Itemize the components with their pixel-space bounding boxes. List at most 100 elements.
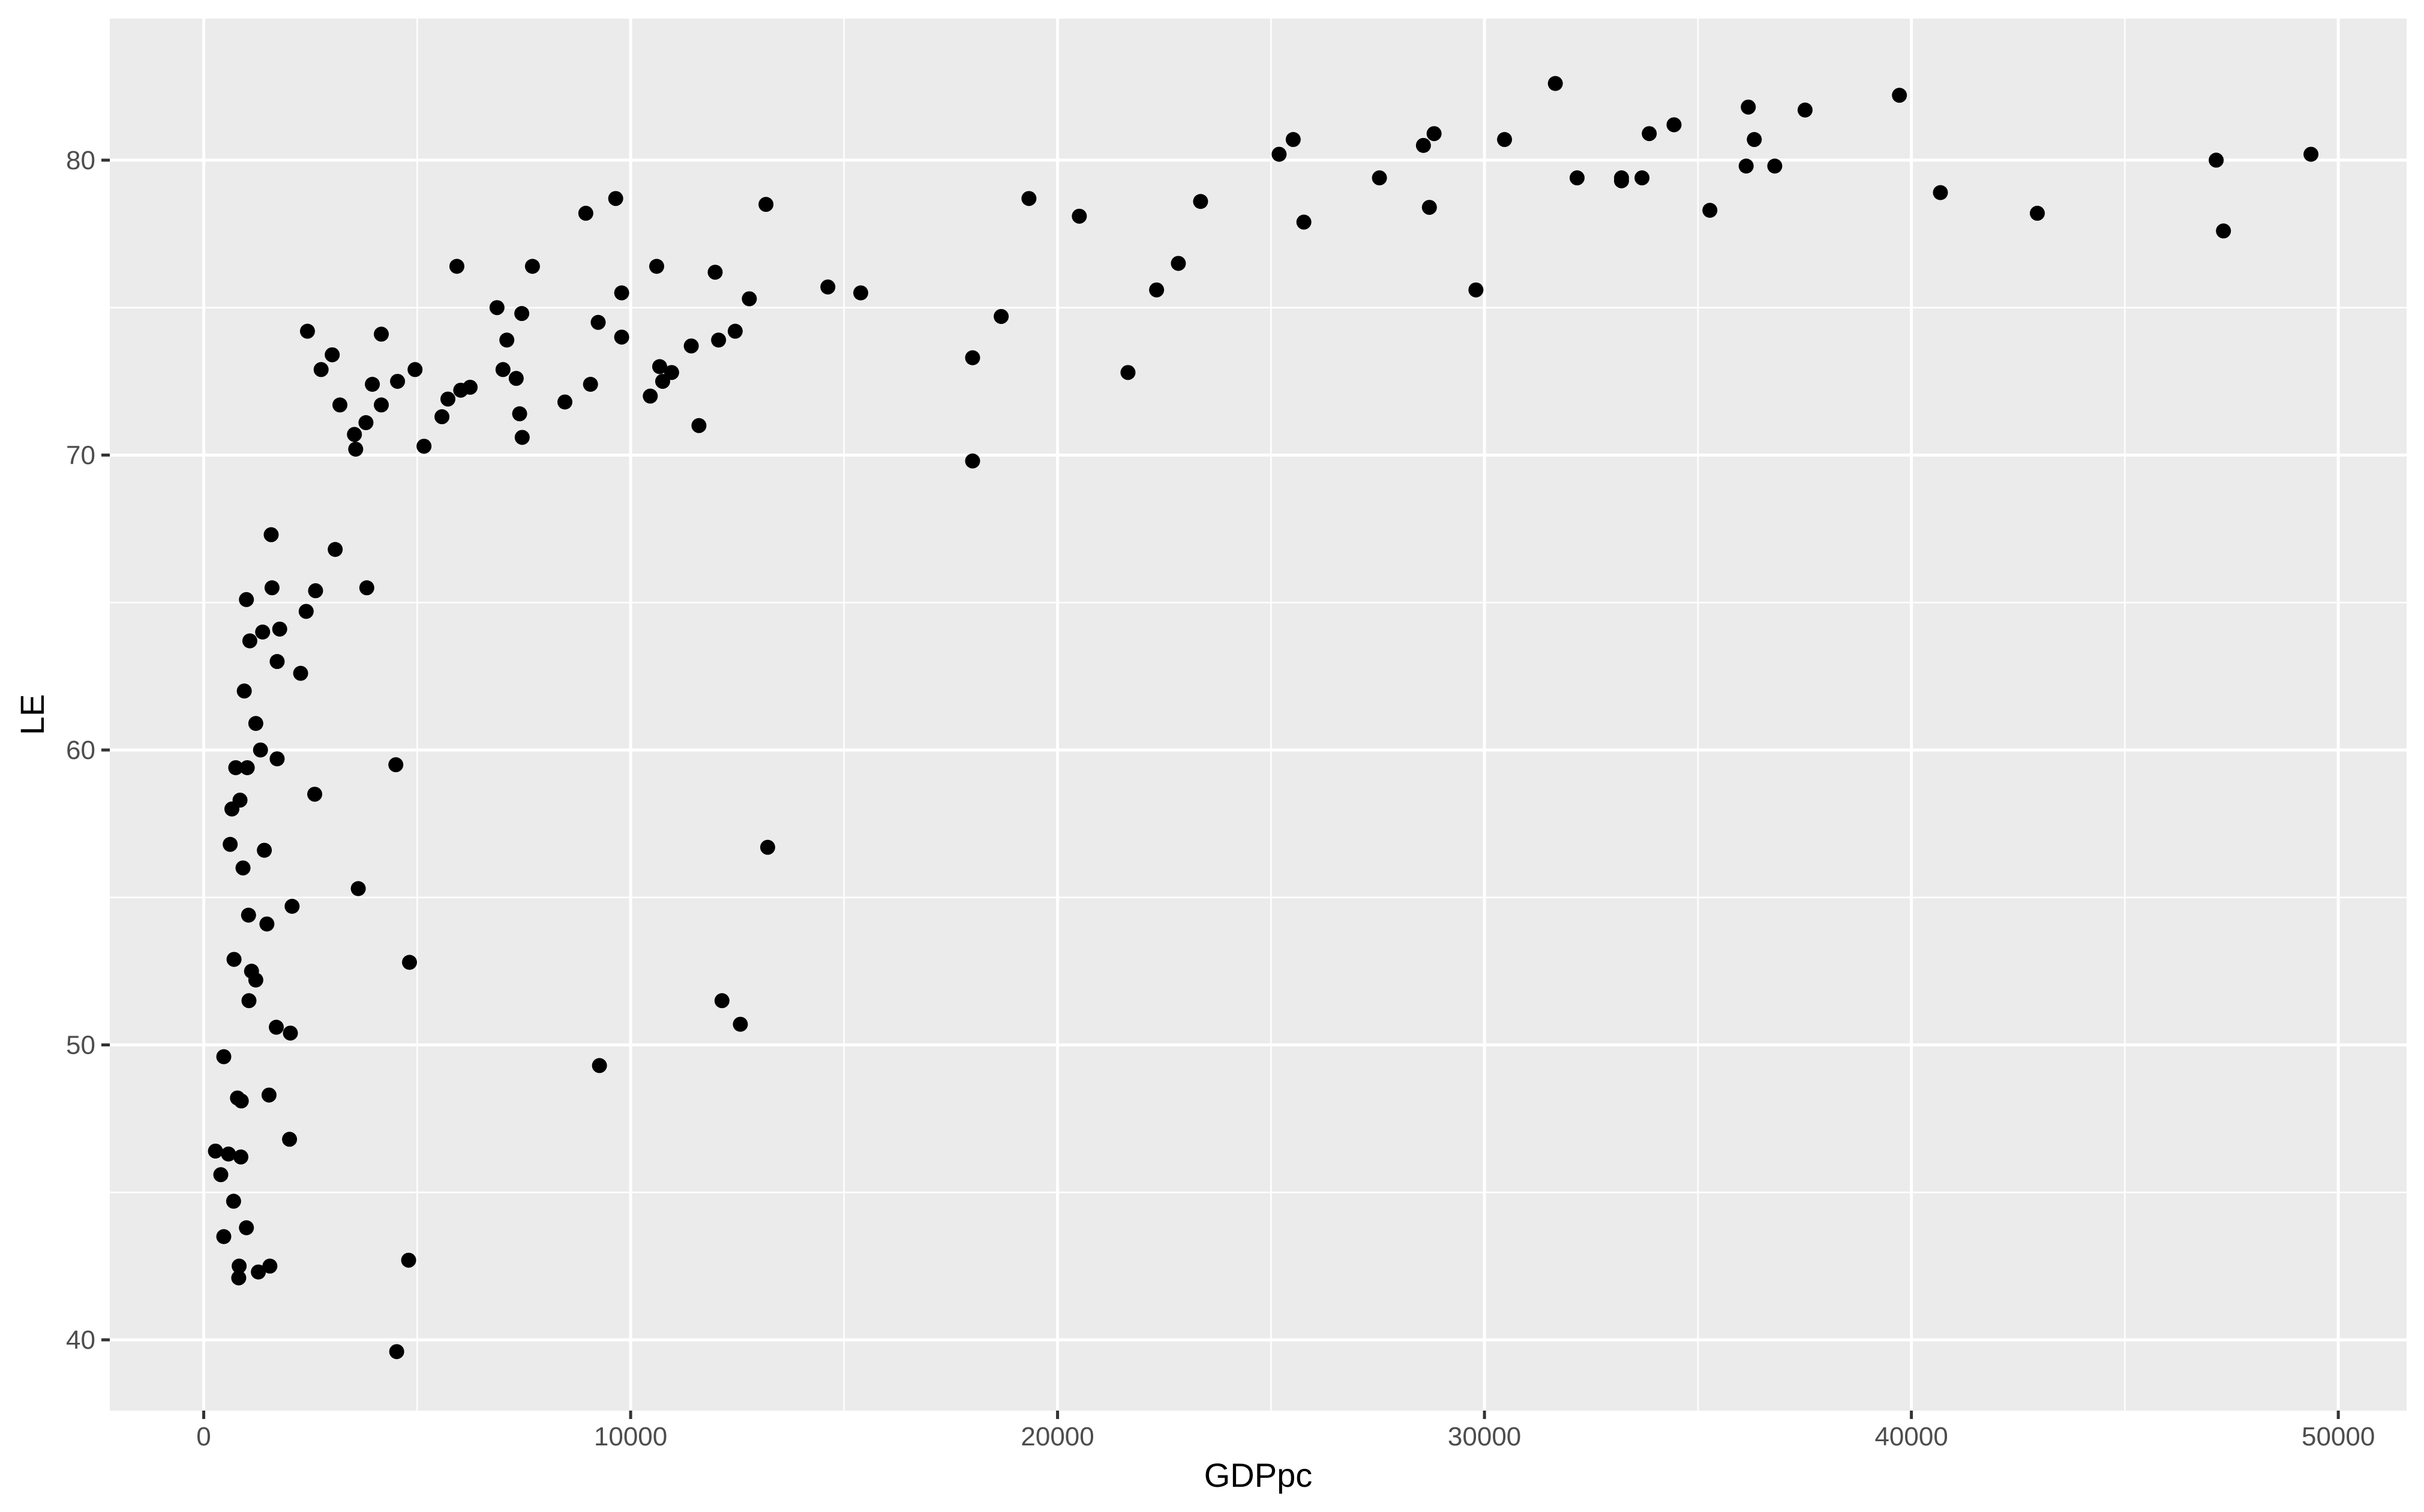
data-point <box>557 394 572 410</box>
minor-grid <box>110 19 2407 1411</box>
data-point <box>727 323 743 339</box>
data-point <box>248 716 263 731</box>
data-point <box>259 916 275 932</box>
y-tick-label: 40 <box>66 1325 95 1355</box>
data-point <box>236 683 252 699</box>
data-point <box>263 527 279 542</box>
data-point <box>235 860 251 876</box>
data-point <box>233 1093 249 1109</box>
data-point <box>308 583 323 599</box>
data-point <box>401 1252 416 1268</box>
data-point <box>853 285 869 301</box>
data-point <box>2209 152 2224 168</box>
data-point <box>489 300 505 316</box>
data-point <box>994 308 1009 324</box>
data-point <box>691 418 707 433</box>
data-point <box>216 1049 232 1064</box>
data-point <box>241 907 256 923</box>
data-point <box>714 993 730 1009</box>
data-point <box>374 397 389 413</box>
data-point <box>1271 146 1287 162</box>
data-point <box>592 1058 607 1073</box>
data-point <box>1171 256 1186 271</box>
data-point <box>1372 170 1387 185</box>
data-point <box>1547 76 1563 91</box>
data-point <box>231 1270 247 1286</box>
data-point <box>255 624 271 640</box>
y-tick-label: 70 <box>66 440 95 470</box>
data-point <box>499 332 515 348</box>
data-point <box>643 388 658 404</box>
data-point <box>299 323 315 339</box>
data-point <box>284 898 300 914</box>
data-point <box>264 580 280 596</box>
data-point <box>1415 137 1431 153</box>
x-axis-title: GDPpc <box>1204 1456 1313 1494</box>
data-point <box>608 191 623 206</box>
data-point <box>239 592 254 607</box>
data-point <box>253 742 268 758</box>
data-point <box>239 1220 254 1235</box>
data-point <box>508 371 524 386</box>
y-axis-title: LE <box>13 694 51 736</box>
data-point <box>649 259 664 274</box>
data-point <box>242 633 257 649</box>
data-point <box>583 376 598 392</box>
data-point <box>1634 170 1650 185</box>
data-point <box>495 362 511 377</box>
data-point <box>251 1264 266 1280</box>
data-point <box>365 376 380 392</box>
data-point <box>965 350 980 365</box>
data-point <box>232 1258 247 1274</box>
data-point <box>325 347 340 362</box>
data-point <box>272 621 287 637</box>
data-point <box>226 952 242 967</box>
data-point <box>1570 170 1585 185</box>
data-point <box>416 439 432 454</box>
data-point <box>1892 88 1907 103</box>
x-tick-label: 40000 <box>1874 1422 1948 1451</box>
data-point <box>213 1167 229 1183</box>
data-point <box>261 1087 277 1103</box>
data-point <box>512 406 527 422</box>
x-tick-label: 10000 <box>594 1422 667 1451</box>
data-point <box>614 329 629 345</box>
data-point <box>1149 282 1165 298</box>
data-point <box>208 1143 223 1159</box>
data-point <box>524 259 540 274</box>
data-point <box>374 326 389 342</box>
data-point <box>221 1146 236 1162</box>
data-point <box>2216 223 2231 239</box>
data-point <box>388 757 404 773</box>
data-point <box>348 442 364 457</box>
data-point <box>1933 185 1948 200</box>
data-point <box>965 453 980 469</box>
x-tick-label: 30000 <box>1448 1422 1521 1451</box>
data-point <box>1738 158 1754 174</box>
data-point <box>514 430 530 445</box>
major-grid <box>110 19 2407 1411</box>
data-point <box>390 374 406 389</box>
y-tick-label: 80 <box>66 146 95 175</box>
x-axis: 0 10000 20000 30000 40000 50000 <box>196 1411 2375 1451</box>
data-point <box>449 259 464 274</box>
data-point <box>1193 194 1208 209</box>
data-point <box>1421 200 1437 215</box>
data-point <box>216 1229 232 1244</box>
data-point <box>1468 282 1484 298</box>
data-point <box>440 391 456 407</box>
data-point <box>389 1344 404 1360</box>
data-point <box>283 1025 298 1041</box>
data-point <box>578 205 593 221</box>
data-point <box>664 365 679 380</box>
data-point <box>614 285 629 301</box>
y-tick-label: 60 <box>66 736 95 765</box>
data-point <box>350 881 366 896</box>
data-point <box>223 836 238 852</box>
data-point <box>233 1149 248 1165</box>
data-point <box>590 314 606 330</box>
y-axis: 40 50 60 70 80 <box>66 146 110 1355</box>
data-point <box>228 760 244 775</box>
data-point <box>758 197 774 212</box>
